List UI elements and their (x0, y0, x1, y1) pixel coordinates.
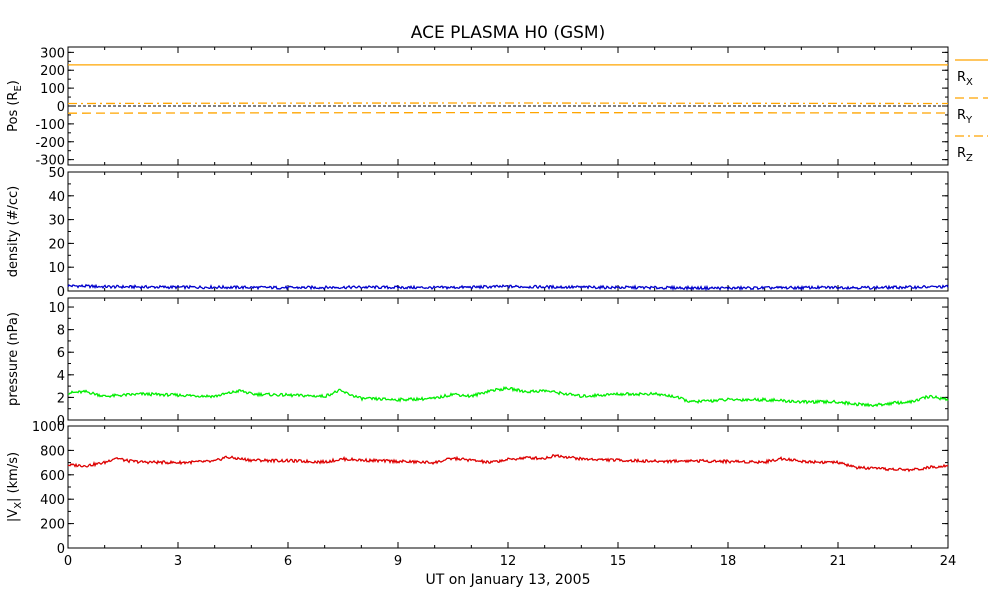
y-tick-label: 0 (57, 414, 65, 429)
y-axis-label: density (#/cc) (6, 186, 21, 278)
panel-vx: 1000 800 600 400 200 0 |VX| (km/s) 0 3 6 9 12 15 18 21… (6, 420, 956, 569)
y-tick-label: -300 (35, 154, 65, 169)
x-tick-label: 6 (284, 554, 292, 569)
x-tick-label: 3 (174, 554, 182, 569)
legend-label: RY (957, 108, 973, 126)
y-tick-label: 1000 (32, 420, 65, 435)
panel-pressure: 10 8 6 4 2 0 pressure (nPa) (6, 297, 949, 429)
y-tick-label: 30 (48, 214, 65, 229)
x-tick-label: 12 (500, 554, 517, 569)
panel-position: 300 200 100 0 -100 -200 -300 Pos (RE) RX RY RZ (6, 46, 988, 169)
x-tick-label: 9 (394, 554, 402, 569)
panel-frame (67, 425, 949, 549)
x-tick-label: 0 (64, 554, 72, 569)
y-tick-label: 100 (40, 82, 65, 97)
x-tick-label: 24 (940, 554, 957, 569)
y-tick-label: 600 (40, 469, 65, 484)
y-tick-label: 10 (48, 261, 65, 276)
series-line (67, 385, 949, 408)
y-axis-label: Pos (RE) (6, 80, 24, 132)
y-tick-label: 4 (57, 369, 65, 384)
series-line (67, 453, 949, 473)
y-tick-label: 8 (57, 324, 65, 339)
series-line (67, 283, 949, 292)
y-tick-label: -100 (35, 118, 65, 133)
y-tick-label: 800 (40, 444, 65, 459)
x-axis-label: UT on January 13, 2005 (425, 572, 590, 588)
y-tick-label: 50 (48, 166, 65, 181)
series-line-y (67, 111, 949, 114)
y-tick-label: 0 (57, 542, 65, 557)
legend-label: RX (957, 70, 973, 88)
y-tick-label: 6 (57, 346, 65, 361)
chart-title: ACE PLASMA H0 (GSM) (411, 23, 605, 43)
x-tick-label: 15 (610, 554, 627, 569)
y-tick-label: -200 (35, 136, 65, 151)
y-tick-label: 0 (57, 100, 65, 115)
panel-density: 50 40 30 20 10 0 density (#/cc) (6, 166, 949, 300)
legend-label: RZ (957, 146, 973, 164)
y-axis-label: pressure (nPa) (6, 312, 21, 406)
y-tick-label: 40 (48, 190, 65, 205)
x-tick-label: 21 (830, 554, 847, 569)
y-tick-label: 400 (40, 493, 65, 508)
panel-frame (67, 171, 949, 292)
y-tick-label: 300 (40, 46, 65, 61)
y-tick-label: 2 (57, 391, 65, 406)
x-tick-label: 18 (720, 554, 737, 569)
y-tick-label: 20 (48, 237, 65, 252)
y-axis-label: |VX| (km/s) (6, 452, 24, 522)
y-tick-label: 0 (57, 285, 65, 300)
y-tick-label: 200 (40, 64, 65, 79)
series-line-z (67, 102, 949, 105)
y-tick-label: 10 (48, 301, 65, 316)
y-tick-label: 200 (40, 518, 65, 533)
